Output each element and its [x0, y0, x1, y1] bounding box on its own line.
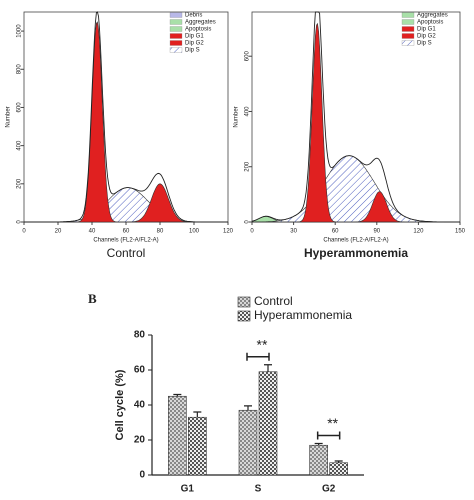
- legend-swatch: [237, 310, 251, 322]
- legend-label: Dip G2: [185, 41, 204, 47]
- y-tick-label: 400: [245, 106, 251, 117]
- error-bar: [244, 405, 252, 411]
- error-bar: [334, 460, 343, 463]
- y-axis-label: Number: [234, 106, 240, 127]
- legend-label: Control: [254, 294, 293, 308]
- legend-label: Aggregates: [185, 20, 216, 26]
- legend-swatch: [169, 19, 183, 25]
- bar: [168, 395, 187, 476]
- bar: [329, 462, 348, 476]
- y-tick-label: 0: [17, 220, 23, 224]
- x-tick-label: 30: [290, 229, 297, 235]
- significance-bracket: [316, 431, 341, 440]
- panel-caption: Control: [107, 246, 146, 260]
- error-bar: [314, 442, 323, 446]
- x-tick-label: 120: [413, 229, 424, 235]
- legend-label: Debris: [185, 13, 202, 19]
- x-tick-label: S: [255, 484, 262, 495]
- legend-swatch: [169, 26, 183, 32]
- y-axis-label: Number: [6, 106, 12, 127]
- x-tick-label: 100: [189, 229, 200, 235]
- y-tick-label: 600: [245, 51, 251, 62]
- population-curve: [24, 187, 228, 223]
- y-axis-label: Cell cycle (%): [114, 369, 126, 440]
- y-tick-label: 80: [134, 330, 146, 341]
- x-tick-label: 0: [250, 229, 254, 235]
- legend-label: Hyperammonemia: [254, 308, 352, 322]
- x-tick-label: G2: [322, 484, 336, 495]
- significance-label: **: [257, 336, 268, 352]
- bar: [238, 409, 258, 476]
- panel-label: B: [88, 291, 97, 306]
- x-axis-label: Channels (FL2-A/FL2-A): [323, 238, 388, 244]
- x-tick-label: 150: [455, 229, 466, 235]
- legend-label: Dip G2: [417, 34, 436, 40]
- legend-label: Dip G1: [185, 34, 204, 40]
- significance-label: **: [327, 415, 338, 431]
- x-tick-label: 40: [89, 229, 96, 235]
- legend-swatch: [401, 12, 415, 18]
- x-tick-label: 60: [123, 229, 130, 235]
- y-tick-label: 20: [134, 435, 146, 446]
- bar: [188, 416, 207, 476]
- y-tick-label: 40: [134, 400, 146, 411]
- legend-label: Apoptosis: [185, 27, 211, 33]
- x-tick-label: 80: [157, 229, 164, 235]
- y-tick-label: 200: [17, 178, 23, 189]
- fit-envelope: [251, 11, 460, 223]
- legend-label: Apoptosis: [417, 20, 443, 26]
- legend-label: Dip S: [417, 41, 432, 47]
- x-tick-label: 20: [55, 229, 62, 235]
- population-curve: [252, 22, 460, 223]
- legend-swatch: [237, 296, 251, 308]
- x-tick-label: 120: [223, 229, 234, 235]
- x-tick-label: G1: [181, 484, 195, 495]
- legend-swatch: [401, 40, 415, 46]
- x-tick-label: 0: [22, 229, 26, 235]
- legend-swatch: [401, 26, 415, 32]
- population-curve: [252, 155, 460, 223]
- x-tick-label: 90: [373, 229, 380, 235]
- legend-swatch: [169, 47, 183, 53]
- y-tick-label: 1000: [17, 24, 23, 38]
- significance-bracket: [246, 352, 270, 361]
- legend-swatch: [401, 19, 415, 25]
- y-tick-label: 0: [245, 220, 251, 224]
- y-tick-label: 0: [139, 470, 145, 481]
- legend-swatch: [169, 12, 183, 18]
- y-tick-label: 200: [245, 161, 251, 172]
- y-tick-label: 600: [17, 102, 23, 113]
- error-bar: [193, 411, 202, 418]
- bar: [258, 371, 278, 476]
- legend-swatch: [401, 33, 415, 39]
- error-bar: [264, 364, 272, 372]
- legend-swatch: [169, 33, 183, 39]
- y-tick-label: 800: [17, 64, 23, 75]
- legend-label: Aggregates: [417, 13, 448, 19]
- legend-swatch: [169, 40, 183, 46]
- legend-label: Dip S: [185, 48, 200, 54]
- fit-envelope: [24, 11, 228, 223]
- panel-caption: Hyperammonemia: [304, 246, 408, 260]
- legend-label: Dip G1: [417, 27, 436, 33]
- error-bar: [173, 393, 182, 397]
- bar: [309, 444, 328, 476]
- y-tick-label: 400: [17, 140, 23, 151]
- x-tick-label: 60: [332, 229, 339, 235]
- x-axis-label: Channels (FL2-A/FL2-A): [93, 238, 158, 244]
- y-tick-label: 60: [134, 365, 146, 376]
